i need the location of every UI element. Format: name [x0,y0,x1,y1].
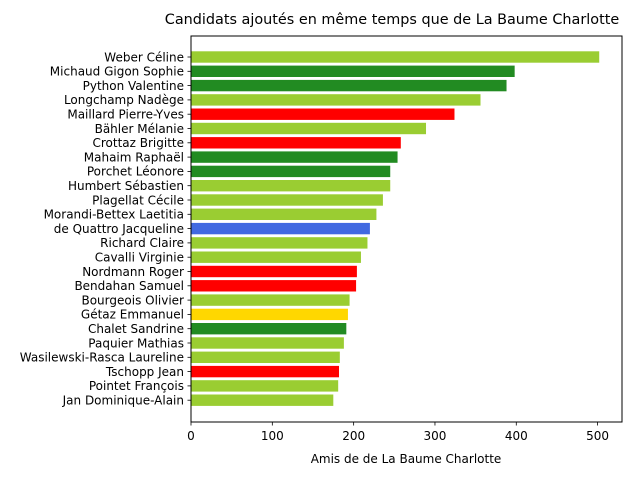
category-label: Crottaz Brigitte [92,136,184,150]
category-label: Longchamp Nadège [64,93,184,107]
category-label: Bourgeois Olivier [81,293,184,307]
bar [191,122,427,135]
category-label: Maillard Pierre-Yves [67,108,184,122]
category-label: Chalet Sandrine [88,322,184,336]
bar [191,194,383,206]
bar [191,94,481,106]
bar [191,251,361,263]
category-label: Porchet Léonore [87,165,184,179]
bar [191,65,515,77]
category-label: de Quattro Jacqueline [54,222,184,236]
x-axis-label: Amis de de La Baume Charlotte [311,452,502,466]
category-label: Gétaz Emmanuel [81,308,184,322]
bar [191,208,377,220]
chart-title: Candidats ajoutés en même temps que de L… [165,12,620,28]
category-label: Python Valentine [83,79,184,93]
bars-group [191,51,600,406]
bar [191,222,370,235]
category-label: Humbert Sébastien [68,179,184,193]
bar [191,337,344,349]
bar [191,365,340,378]
category-label: Paquier Mathias [88,336,184,350]
bar [191,137,401,149]
category-label: Richard Claire [100,236,184,250]
category-label: Tschopp Jean [105,365,184,379]
bar [191,308,348,321]
x-tick-label: 200 [342,429,365,443]
category-label: Michaud Gigon Sophie [50,65,184,79]
bar [191,79,507,92]
bar [191,108,455,120]
category-label: Jan Dominique-Alain [62,394,184,408]
category-label: Morandi-Bettex Laetitia [44,208,184,222]
bar [191,323,347,335]
x-tick-label: 500 [586,429,609,443]
category-label: Mahaim Raphaël [84,150,184,164]
x-tick-label: 300 [424,429,447,443]
category-label: Cavalli Virginie [95,251,184,265]
x-tick-label: 0 [187,429,195,443]
x-axis: 0 100 200 300 400 500 [187,422,609,443]
category-label: Nordmann Roger [82,265,184,279]
plot-frame [190,35,623,423]
bar [191,237,368,249]
category-label: Pointet François [89,379,184,393]
bar [191,394,334,406]
category-label: Plagellat Cécile [92,193,184,207]
x-tick-label: 400 [505,429,528,443]
bar [191,380,339,392]
bar [191,280,357,292]
category-label: Bendahan Samuel [74,279,184,293]
bar [191,265,357,278]
category-label: Bähler Mélanie [95,122,184,136]
x-tick-label: 100 [261,429,284,443]
bar [191,351,340,363]
bar [191,294,350,306]
bar [191,51,600,63]
bar [191,165,391,178]
bar [191,151,398,163]
category-label: Weber Céline [104,50,184,64]
bar [191,180,391,192]
category-label: Wasilewski-Rasca Laureline [20,351,184,365]
